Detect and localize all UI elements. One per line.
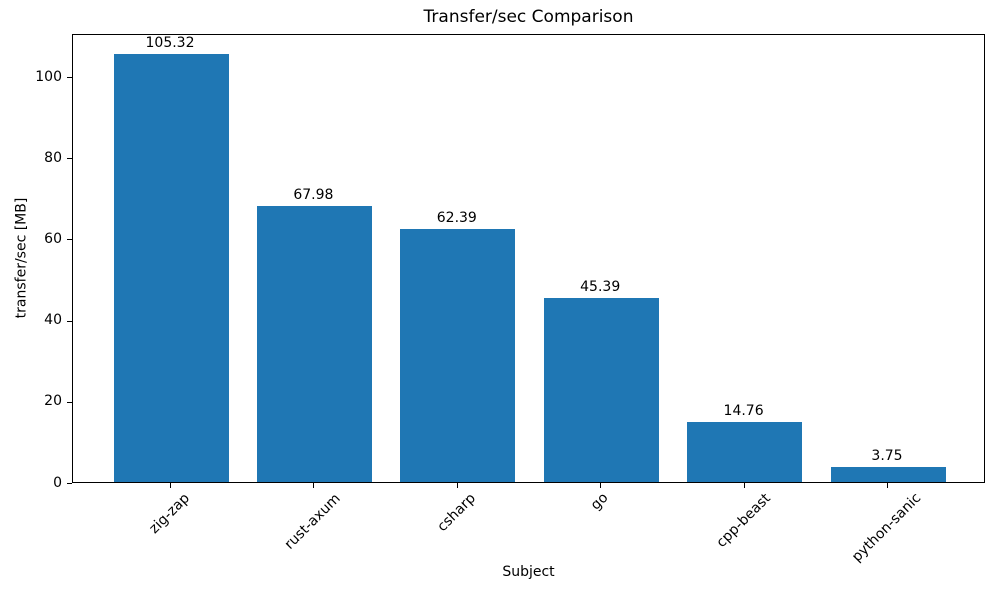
y-tick-label: 80 xyxy=(44,149,62,166)
y-tick-mark xyxy=(67,320,72,322)
bar-python-sanic xyxy=(830,466,946,482)
x-axis-label: Subject xyxy=(502,564,555,580)
x-tick-mark xyxy=(170,483,171,488)
bar-csharp xyxy=(400,228,516,482)
x-tick-mark xyxy=(887,483,888,488)
bar-value-label: 14.76 xyxy=(723,403,764,420)
x-tick-label: go xyxy=(588,490,612,514)
x-tick-label: rust-axum xyxy=(281,490,345,553)
x-tick-mark xyxy=(313,483,315,488)
y-axis-label: transfer/sec [MB] xyxy=(13,197,30,319)
y-tick-label: 60 xyxy=(44,230,62,247)
y-tick-mark xyxy=(67,158,72,160)
y-tick-label: 100 xyxy=(35,68,62,85)
y-tick-mark xyxy=(67,239,72,241)
bar-go xyxy=(543,297,659,482)
x-tick-label: cpp-beast xyxy=(713,490,774,551)
chart-title: Transfer/sec Comparison xyxy=(423,7,634,27)
y-tick-mark xyxy=(67,483,72,484)
bar-zig-zap xyxy=(113,54,229,482)
y-tick-label: 20 xyxy=(44,393,62,410)
plot-area xyxy=(72,34,985,483)
bar-value-label: 105.32 xyxy=(145,35,195,52)
y-tick-mark xyxy=(67,401,72,403)
bar-value-label: 3.75 xyxy=(871,447,903,464)
x-tick-label: zig-zap xyxy=(146,490,193,537)
bar-value-label: 67.98 xyxy=(293,187,334,204)
y-tick-mark xyxy=(67,77,72,79)
x-tick-label: python-sanic xyxy=(849,490,925,566)
x-tick-mark xyxy=(600,483,602,488)
y-tick-label: 40 xyxy=(44,312,62,329)
bar-value-label: 45.39 xyxy=(580,278,621,295)
bar-value-label: 62.39 xyxy=(436,209,477,226)
x-tick-mark xyxy=(743,483,745,488)
x-tick-mark xyxy=(456,483,458,488)
bar-cpp-beast xyxy=(687,422,803,482)
x-tick-label: csharp xyxy=(434,490,479,535)
bar-rust-axum xyxy=(256,206,372,482)
y-tick-label: 0 xyxy=(53,474,62,491)
